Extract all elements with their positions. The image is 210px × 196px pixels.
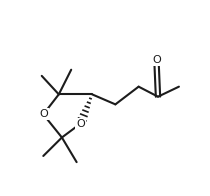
Text: O: O bbox=[152, 55, 161, 65]
Text: O: O bbox=[39, 109, 48, 119]
Text: O: O bbox=[76, 119, 85, 129]
